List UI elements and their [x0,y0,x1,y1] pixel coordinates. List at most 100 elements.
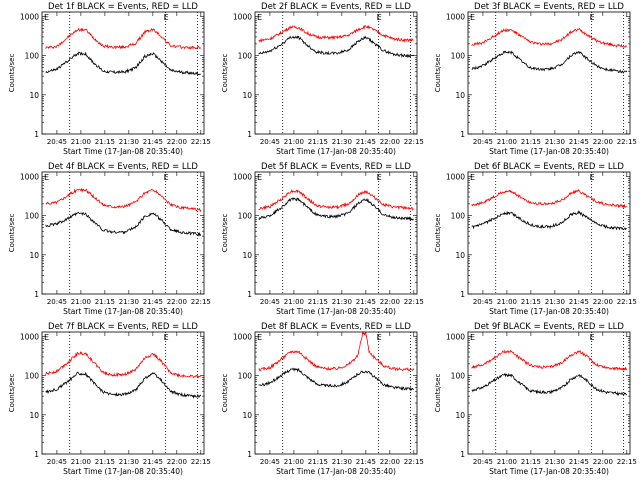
corner-marker: E [590,333,595,342]
x-tick-label: 22:15 [404,458,424,466]
corner-marker: E [590,173,595,182]
corner-marker: E [470,13,475,22]
y-tick-label: 1000 [446,332,465,341]
events-series-line [45,211,202,237]
x-axis-label: Start Time (17-Jan-08 20:35:40) [489,307,609,316]
y-tick-label: 1 [34,130,39,139]
x-tick-label: 22:00 [167,138,187,146]
lld-series-line [45,188,202,213]
corner-marker: E [377,13,382,22]
y-tick-label: 10 [29,251,39,260]
lld-series-line [471,188,627,209]
y-axis-label: Counts/sec [8,54,16,93]
detector-plot: Det 2f BLACK = Events, RED = LLD 1 10 100 10… [221,2,424,156]
x-tick-label: 21:15 [308,458,328,466]
x-tick-label: 21:15 [95,298,115,306]
chart-title: Det 9f BLACK = Events, RED = LLD [474,322,624,332]
y-tick-label: 10 [29,411,39,420]
x-tick-label: 22:00 [167,458,187,466]
lld-series-line [471,27,628,48]
y-tick-label: 100 [451,52,466,61]
x-tick-label: 22:00 [380,458,400,466]
plot-frame [254,11,418,135]
x-tick-label: 21:15 [95,138,115,146]
detector-plot: Det 1f BLACK = Events, RED = LLD 1 10 100 10… [8,2,211,156]
corner-marker: E [470,173,475,182]
x-tick-label: 21:15 [308,298,328,306]
y-tick-label: 10 [455,251,465,260]
x-tick-label: 21:15 [95,458,115,466]
x-axis-label: Start Time (17-Jan-08 20:35:40) [63,467,183,476]
corner-marker: E [377,333,382,342]
x-tick-label: 20:45 [473,298,493,306]
x-tick-label: 21:30 [545,138,565,146]
x-tick-label: 21:00 [497,298,517,306]
y-tick-label: 1000 [233,172,252,181]
plot-frame [254,331,418,455]
x-tick-label: 22:00 [593,138,613,146]
corner-marker: E [590,13,595,22]
y-tick-label: 1 [460,290,465,299]
x-tick-label: 20:45 [47,458,67,466]
plot-frame [467,171,631,295]
x-tick-label: 20:45 [473,458,493,466]
x-tick-label: 21:45 [143,138,163,146]
lld-series-line [258,330,415,372]
detector-plot: Det 8f BLACK = Events, RED = LLD 1 10 100 10… [221,322,424,476]
x-tick-label: 22:15 [191,298,211,306]
x-tick-label: 21:30 [332,138,352,146]
y-axis-label: Counts/sec [8,374,16,413]
x-tick-label: 22:00 [593,298,613,306]
x-tick-label: 21:15 [521,138,541,146]
plot-frame [467,331,631,455]
x-tick-label: 22:00 [380,138,400,146]
detector-plot: Det 3f BLACK = Events, RED = LLD 1 10 100 10… [434,2,637,156]
chart-title: Det 5f BLACK = Events, RED = LLD [261,162,411,172]
lld-series-line [471,349,628,372]
plot-frame [41,171,205,295]
chart-title: Det 8f BLACK = Events, RED = LLD [261,322,411,332]
x-tick-label: 21:45 [569,298,589,306]
y-tick-label: 100 [451,212,466,221]
x-tick-label: 21:30 [332,298,352,306]
y-tick-label: 1000 [233,12,252,21]
x-tick-label: 21:15 [521,298,541,306]
x-tick-label: 21:30 [332,458,352,466]
detector-plot: Det 7f BLACK = Events, RED = LLD 1 10 100 10… [8,322,211,476]
lld-series-line [45,27,202,50]
y-tick-label: 1000 [20,332,39,341]
y-tick-label: 1 [34,450,39,459]
events-series-line [471,50,628,74]
y-tick-label: 100 [238,372,253,381]
x-axis-label: Start Time (17-Jan-08 20:35:40) [63,307,183,316]
x-tick-label: 21:45 [356,138,376,146]
y-tick-label: 100 [238,212,253,221]
y-tick-label: 1 [34,290,39,299]
x-tick-label: 22:15 [191,458,211,466]
y-tick-label: 100 [25,372,40,381]
corner-marker: E [257,173,262,182]
x-tick-label: 22:00 [380,298,400,306]
y-tick-label: 1000 [233,332,252,341]
y-tick-label: 1 [247,290,252,299]
y-tick-label: 100 [25,52,40,61]
chart-title: Det 7f BLACK = Events, RED = LLD [48,322,198,332]
x-tick-label: 20:45 [473,138,493,146]
detector-plot: Det 4f BLACK = Events, RED = LLD 1 10 100 10… [8,162,211,316]
x-tick-label: 22:15 [617,138,637,146]
x-tick-label: 21:00 [71,138,91,146]
x-axis-label: Start Time (17-Jan-08 20:35:40) [63,147,183,156]
x-tick-label: 21:30 [119,298,139,306]
chart-title: Det 2f BLACK = Events, RED = LLD [261,2,411,12]
x-tick-label: 21:45 [143,298,163,306]
detector-plot: Det 9f BLACK = Events, RED = LLD 1 10 100 10… [434,322,637,476]
events-series-line [258,367,414,392]
y-axis-label: Counts/sec [221,214,229,253]
detector-plot: Det 5f BLACK = Events, RED = LLD 1 10 100 10… [221,162,424,316]
y-tick-label: 100 [451,372,466,381]
corner-marker: E [377,173,382,182]
chart-title: Det 4f BLACK = Events, RED = LLD [48,162,198,172]
x-tick-label: 21:45 [569,458,589,466]
y-tick-label: 1 [460,130,465,139]
